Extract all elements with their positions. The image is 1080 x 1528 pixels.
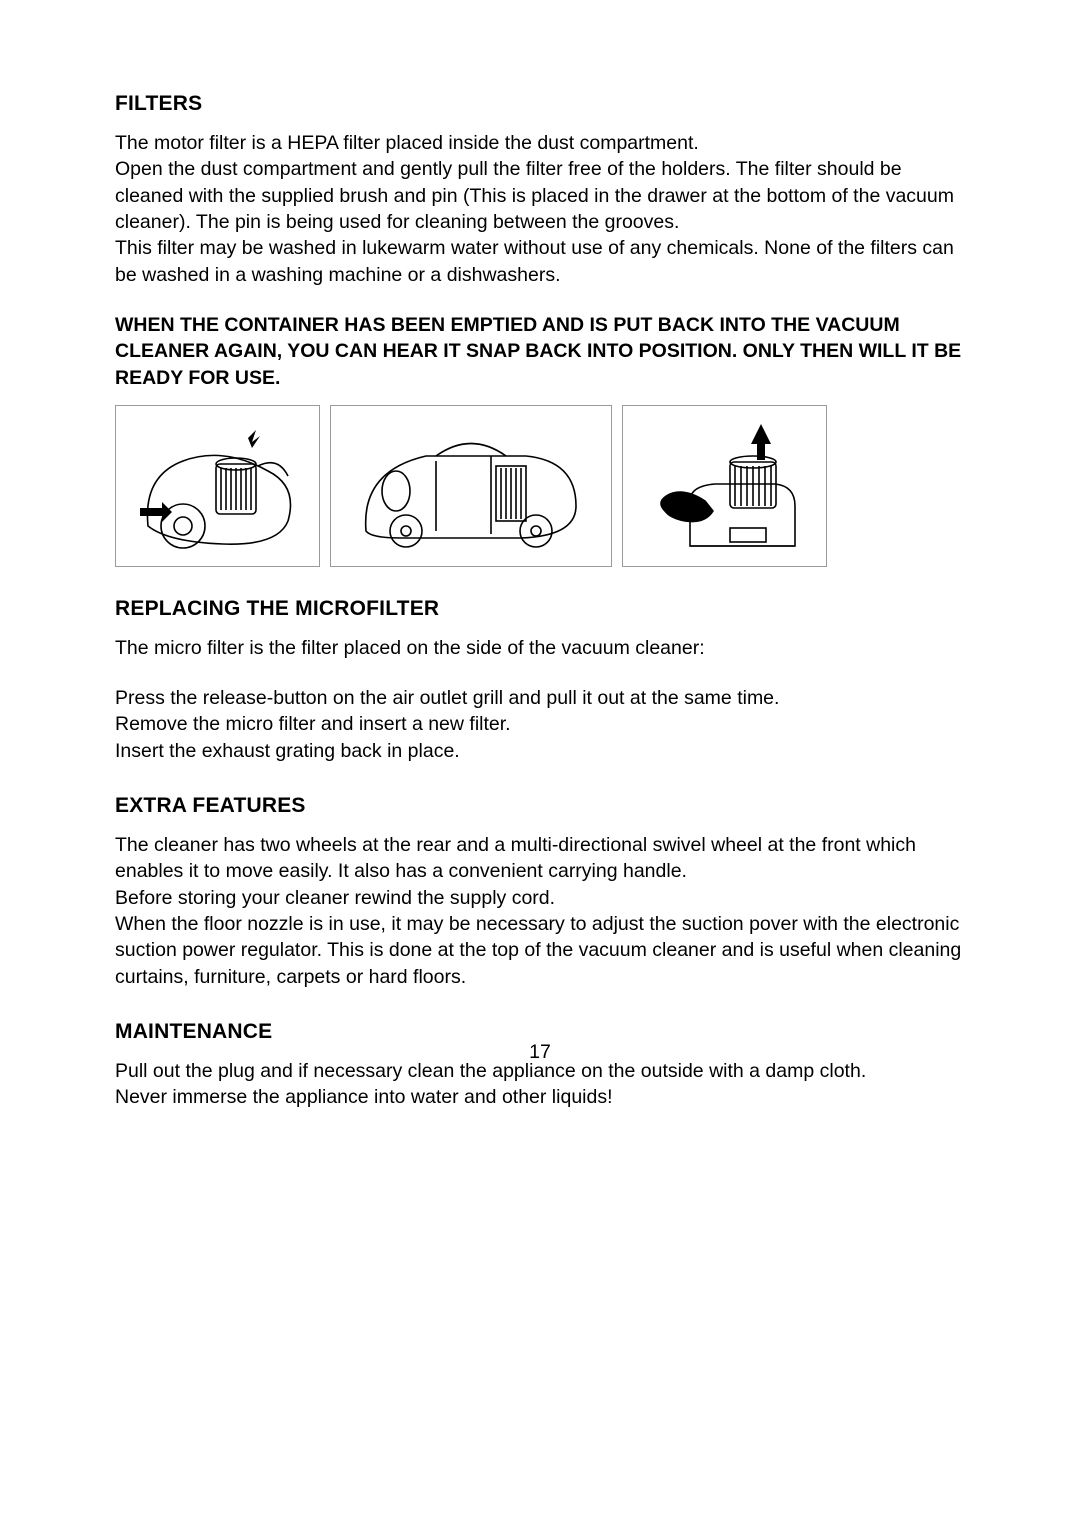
- extra-heading: EXTRA FEATURES: [115, 794, 965, 818]
- microfilter-heading: REPLACING THE MICROFILTER: [115, 597, 965, 621]
- microfilter-p3: Remove the micro filter and insert a new…: [115, 711, 965, 737]
- extra-p1: The cleaner has two wheels at the rear a…: [115, 832, 965, 885]
- figure-2: [330, 405, 612, 567]
- filter-lift-icon: [635, 416, 815, 556]
- figure-row: [115, 405, 965, 567]
- microfilter-p2: Press the release-button on the air outl…: [115, 685, 965, 711]
- filters-bold-note: WHEN THE CONTAINER HAS BEEN EMPTIED AND …: [115, 312, 965, 391]
- maintenance-p2: Never immerse the appliance into water a…: [115, 1084, 965, 1110]
- vacuum-filter-icon: [128, 416, 308, 556]
- filters-p2: Open the dust compartment and gently pul…: [115, 156, 965, 235]
- figure-3: [622, 405, 827, 567]
- extra-p3: When the floor nozzle is in use, it may …: [115, 911, 965, 990]
- filters-heading: FILTERS: [115, 92, 965, 116]
- page-number: 17: [0, 1041, 1080, 1064]
- filters-p3: This filter may be washed in lukewarm wa…: [115, 235, 965, 288]
- figure-1: [115, 405, 320, 567]
- vacuum-side-icon: [341, 416, 601, 556]
- microfilter-p4: Insert the exhaust grating back in place…: [115, 738, 965, 764]
- filters-p1: The motor filter is a HEPA filter placed…: [115, 130, 965, 156]
- microfilter-p1: The micro filter is the filter placed on…: [115, 635, 965, 661]
- extra-p2: Before storing your cleaner rewind the s…: [115, 885, 965, 911]
